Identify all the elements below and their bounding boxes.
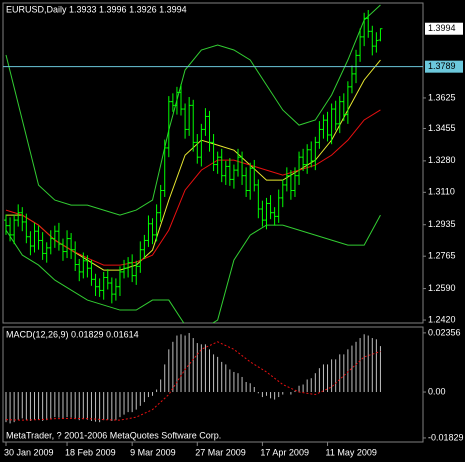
symbol-title: EURUSD,Daily 1.3933 1.3996 1.3926 1.3994: [6, 4, 187, 14]
copyright: MetaTrader, ? 2001-2006 MetaQuotes Softw…: [6, 430, 221, 440]
y-tick-label: 1.3455: [428, 123, 456, 133]
y-tick-label: 0.00: [428, 386, 446, 396]
last-price-label: 1.3994: [428, 23, 456, 33]
price-level-label: 1.3789: [428, 61, 456, 71]
macd-title: MACD(12,26,9) 0.01829 0.01614: [6, 329, 139, 339]
last-price-box: [425, 22, 463, 35]
indicator-line: [5, 4, 381, 216]
indicator-line: [5, 341, 381, 421]
y-tick-label: 1.3110: [428, 187, 455, 197]
x-tick-label: 27 Mar 2009: [195, 447, 246, 457]
x-tick-label: 17 Apr 2009: [260, 447, 309, 457]
axes: 1.3625 1.3455 1.3280 1.3110 1.2935 1.2765 1.25…: [4, 22, 464, 457]
x-tick-label: 18 Feb 2009: [65, 447, 116, 457]
x-tick-label: 30 Jan 2009: [4, 447, 54, 457]
macd-pane: [5, 333, 381, 424]
y-tick-label: -0.01829: [428, 432, 464, 442]
macd-pane-frame: [2, 326, 424, 443]
price-level-box: [425, 60, 463, 73]
price-pane: [3, 4, 423, 323]
y-tick-label: 1.2590: [428, 283, 456, 293]
x-tick-label: 11 May 2009: [326, 447, 377, 457]
indicator-line: [5, 109, 381, 266]
x-tick-label: 9 Mar 2009: [130, 447, 176, 457]
y-tick-label: 1.2765: [428, 251, 456, 261]
y-tick-label: 1.2935: [428, 219, 456, 229]
indicator-line: [5, 214, 381, 323]
y-tick-label: 1.3280: [428, 155, 456, 165]
y-tick-label: 1.3625: [428, 92, 456, 102]
y-tick-label: 0.02356: [428, 327, 461, 337]
indicator-line: [6, 59, 381, 271]
y-tick-label: 1.2420: [428, 314, 456, 324]
